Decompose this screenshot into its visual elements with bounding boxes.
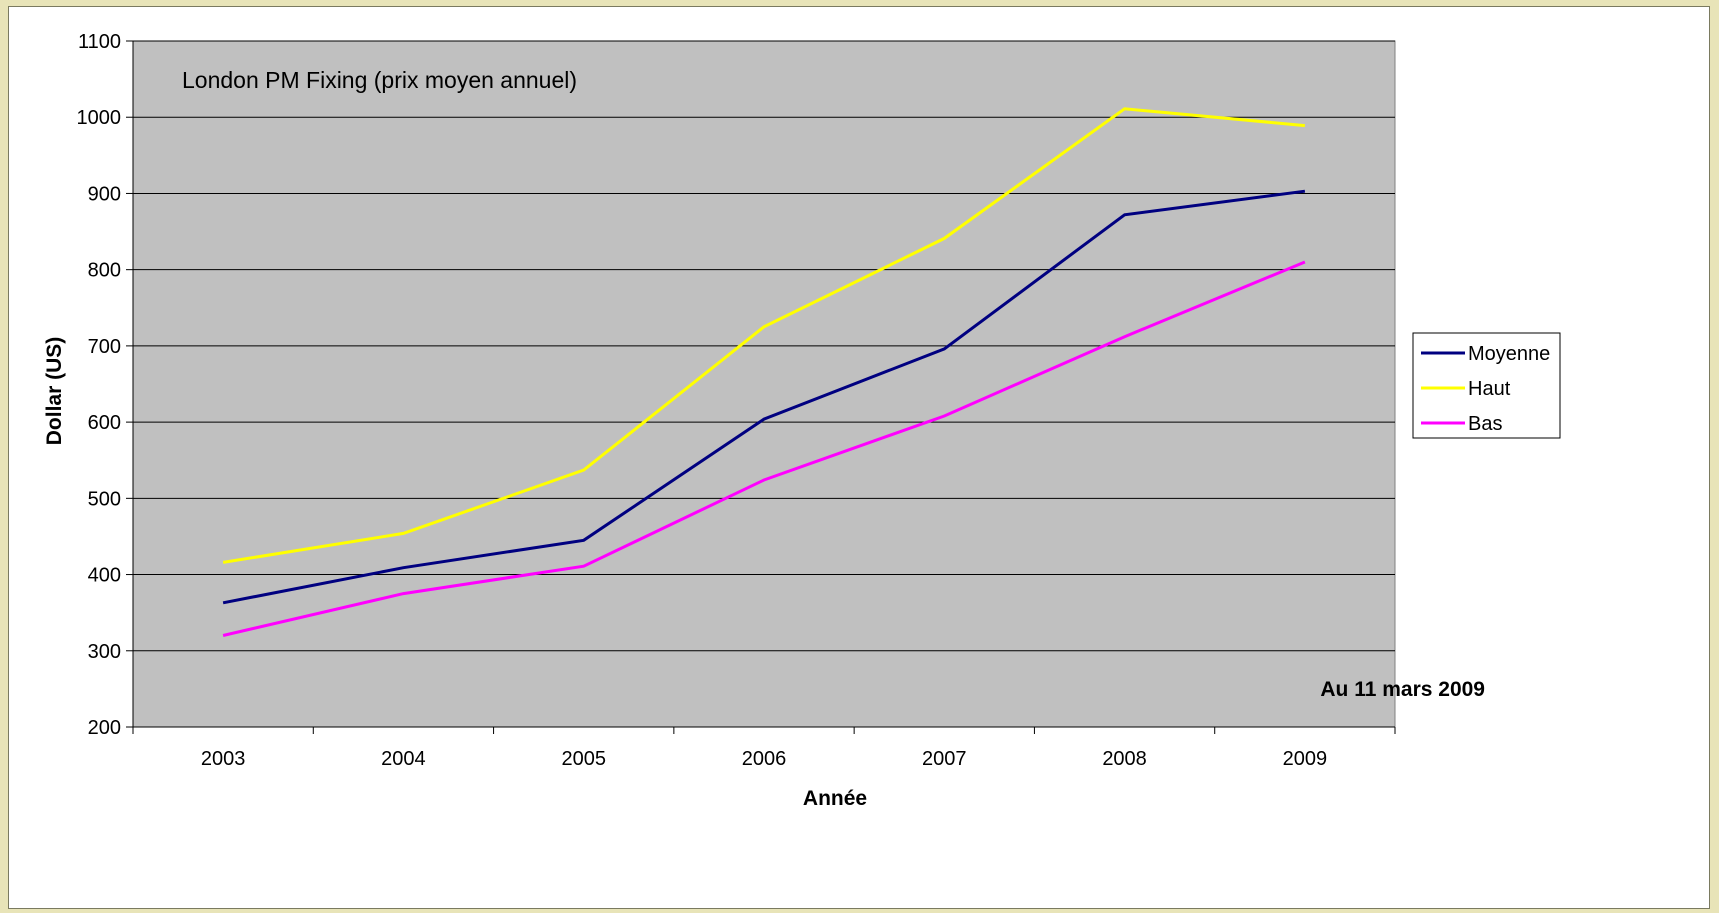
y-tick-label: 1000: [77, 107, 122, 129]
x-axis-ticks: 2003 2004 2005 2006 2007 2008 2009: [132, 727, 1396, 770]
y-tick-label: 500: [88, 488, 121, 510]
x-tick-label: 2007: [922, 748, 967, 770]
legend-label: Haut: [1468, 378, 1511, 400]
legend-box: [1412, 332, 1561, 439]
x-tick-label: 2004: [381, 748, 426, 770]
series-lines: [222, 107, 1306, 637]
series-line-bas: [222, 260, 1306, 637]
y-tick-label: 400: [88, 565, 121, 587]
y-tick-label: 600: [88, 412, 121, 434]
series-line-moyenne: [222, 189, 1306, 605]
x-tick-label: 2006: [742, 748, 787, 770]
chart-annotation: Au 11 mars 2009: [1320, 678, 1485, 701]
y-tick-label: 900: [88, 183, 121, 205]
x-tick-label: 2009: [1283, 748, 1328, 770]
axes: [132, 41, 1395, 728]
y-axis-label: Dollar (US): [43, 337, 66, 446]
legend-label: Moyenne: [1468, 343, 1550, 365]
x-tick-label: 2005: [561, 748, 606, 770]
plot-area: [132, 40, 1396, 728]
y-tick-label: 1100: [78, 31, 121, 53]
legend-label: Bas: [1468, 413, 1502, 435]
y-tick-label: 200: [88, 717, 121, 739]
chart-title: London PM Fixing (prix moyen annuel): [182, 67, 577, 93]
x-tick-label: 2008: [1102, 748, 1147, 770]
legend: Moyenne Haut Bas: [1412, 332, 1561, 439]
y-axis-ticks: 200 300 400 500 600 700 800 900 1000 1100: [77, 31, 133, 739]
gridlines: [133, 40, 1395, 652]
x-tick-label: 2003: [201, 748, 246, 770]
series-line-haut: [222, 107, 1306, 564]
y-tick-label: 300: [88, 641, 121, 663]
y-tick-label: 800: [88, 260, 121, 282]
x-axis-label: Année: [803, 787, 867, 810]
y-tick-label: 700: [88, 336, 121, 358]
chart-frame: 200 300 400 500 600 700 800 900 1000 1100 2003 200…: [8, 6, 1710, 909]
